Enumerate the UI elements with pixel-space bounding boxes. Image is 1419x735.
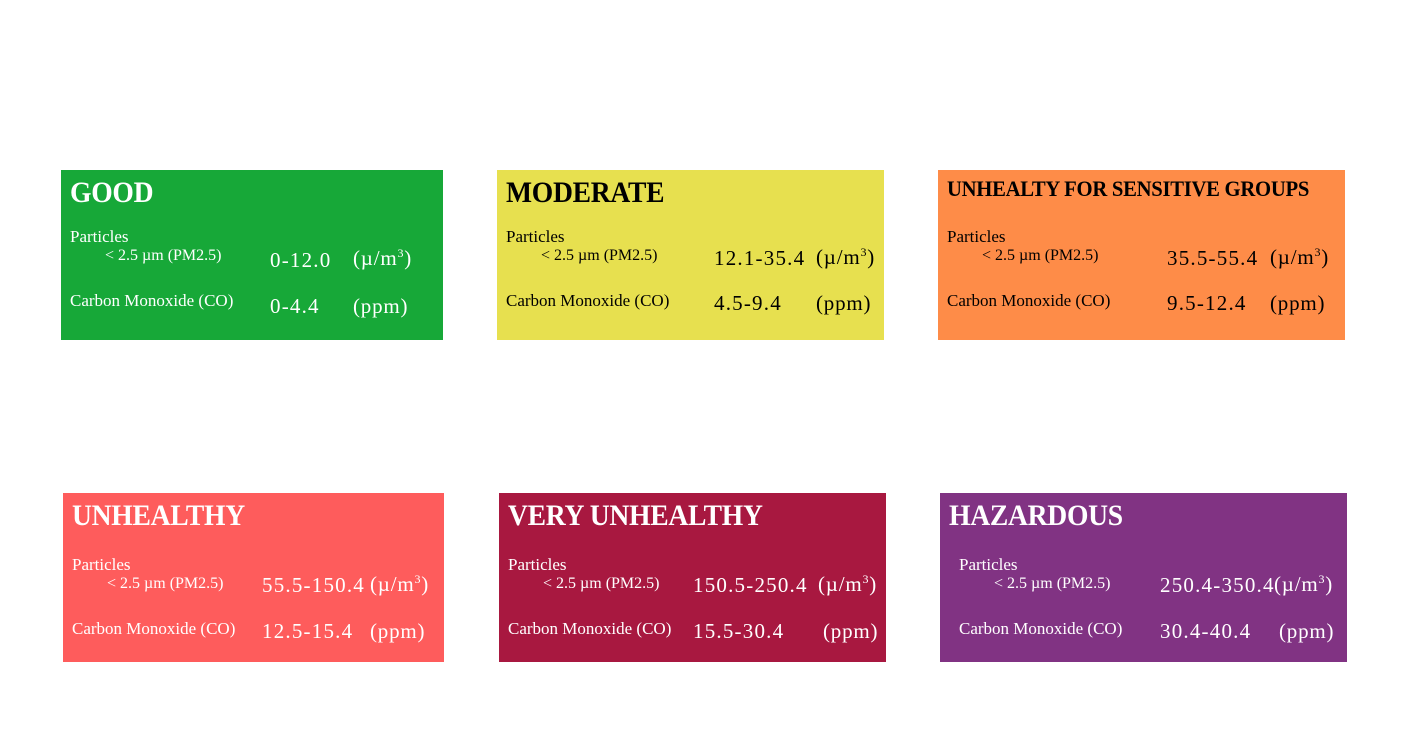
aqi-card-sensitive-groups: UNHEALTY FOR SENSITIVE GROUPS Particles … [938, 170, 1345, 340]
co-unit: (ppm) [823, 619, 879, 643]
particles-label: Particles [947, 227, 1006, 246]
co-label: Carbon Monoxide (CO) [72, 619, 236, 638]
card-title: HAZARDOUS [949, 499, 1123, 532]
card-title: VERY UNHEALTHY [508, 499, 763, 532]
pm25-unit: (µ/m3) [818, 572, 877, 597]
pm25-unit: (µ/m3) [370, 572, 429, 597]
card-title: GOOD [70, 176, 154, 209]
co-unit: (ppm) [816, 291, 872, 315]
pm25-range: 150.5-250.4 [693, 573, 808, 597]
card-title: UNHEALTY FOR SENSITIVE GROUPS [947, 176, 1310, 201]
pm25-unit-base: (µ/m [1270, 245, 1315, 269]
pm25-label: < 2.5 µm (PM2.5) [543, 575, 660, 592]
pm25-unit: (µ/m3) [353, 246, 412, 271]
pm25-unit-exponent: 3 [862, 572, 870, 586]
particles-label: Particles [72, 555, 131, 574]
particles-label: Particles [959, 555, 1018, 574]
pm25-unit-close: ) [404, 246, 413, 270]
pm25-unit-exponent: 3 [1314, 245, 1322, 259]
co-label: Carbon Monoxide (CO) [70, 291, 234, 310]
pm25-label: < 2.5 µm (PM2.5) [994, 575, 1111, 592]
co-label: Carbon Monoxide (CO) [947, 291, 1111, 310]
co-label: Carbon Monoxide (CO) [959, 619, 1123, 638]
pm25-unit-base: (µ/m [816, 245, 861, 269]
co-unit: (ppm) [353, 294, 409, 318]
pm25-unit-close: ) [867, 245, 876, 269]
pm25-unit-close: ) [1321, 245, 1330, 269]
aqi-card-very-unhealthy: VERY UNHEALTHY Particles < 2.5 µm (PM2.5… [499, 493, 886, 662]
pm25-unit-exponent: 3 [397, 246, 405, 260]
card-title: MODERATE [506, 176, 665, 209]
pm25-range: 35.5-55.4 [1167, 246, 1259, 270]
pm25-unit-base: (µ/m [353, 246, 398, 270]
co-range: 30.4-40.4 [1160, 619, 1252, 643]
pm25-unit-close: ) [869, 572, 878, 596]
co-label: Carbon Monoxide (CO) [506, 291, 670, 310]
pm25-unit: (µ/m3) [816, 245, 875, 270]
pm25-label: < 2.5 µm (PM2.5) [107, 575, 224, 592]
particles-label: Particles [508, 555, 567, 574]
pm25-label: < 2.5 µm (PM2.5) [105, 247, 222, 264]
co-range: 15.5-30.4 [693, 619, 785, 643]
pm25-unit: (µ/m3) [1270, 245, 1329, 270]
aqi-card-moderate: MODERATE Particles < 2.5 µm (PM2.5) 12.1… [497, 170, 884, 340]
card-title: UNHEALTHY [72, 499, 245, 532]
pm25-unit-base: (µ/m [1274, 572, 1319, 596]
pm25-range: 250.4-350.4 [1160, 573, 1275, 597]
pm25-label: < 2.5 µm (PM2.5) [541, 247, 658, 264]
co-range: 9.5-12.4 [1167, 291, 1247, 315]
pm25-unit-base: (µ/m [370, 572, 415, 596]
particles-label: Particles [506, 227, 565, 246]
pm25-unit-exponent: 3 [860, 245, 868, 259]
co-label: Carbon Monoxide (CO) [508, 619, 672, 638]
co-range: 4.5-9.4 [714, 291, 782, 315]
co-unit: (ppm) [1270, 291, 1326, 315]
pm25-label: < 2.5 µm (PM2.5) [982, 247, 1099, 264]
pm25-unit-exponent: 3 [1318, 572, 1326, 586]
pm25-unit: (µ/m3) [1274, 572, 1333, 597]
particles-label: Particles [70, 227, 129, 246]
pm25-unit-close: ) [1325, 572, 1334, 596]
pm25-unit-close: ) [421, 572, 430, 596]
co-unit: (ppm) [1279, 619, 1335, 643]
aqi-card-unhealthy: UNHEALTHY Particles < 2.5 µm (PM2.5) 55.… [63, 493, 444, 662]
pm25-range: 0-12.0 [270, 248, 332, 272]
pm25-unit-base: (µ/m [818, 572, 863, 596]
co-unit: (ppm) [370, 619, 426, 643]
aqi-card-hazardous: HAZARDOUS Particles < 2.5 µm (PM2.5) 250… [940, 493, 1347, 662]
co-range: 12.5-15.4 [262, 619, 354, 643]
pm25-unit-exponent: 3 [414, 572, 422, 586]
pm25-range: 55.5-150.4 [262, 573, 365, 597]
pm25-range: 12.1-35.4 [714, 246, 806, 270]
co-range: 0-4.4 [270, 294, 320, 318]
aqi-card-good: GOOD Particles < 2.5 µm (PM2.5) 0-12.0 (… [61, 170, 443, 340]
